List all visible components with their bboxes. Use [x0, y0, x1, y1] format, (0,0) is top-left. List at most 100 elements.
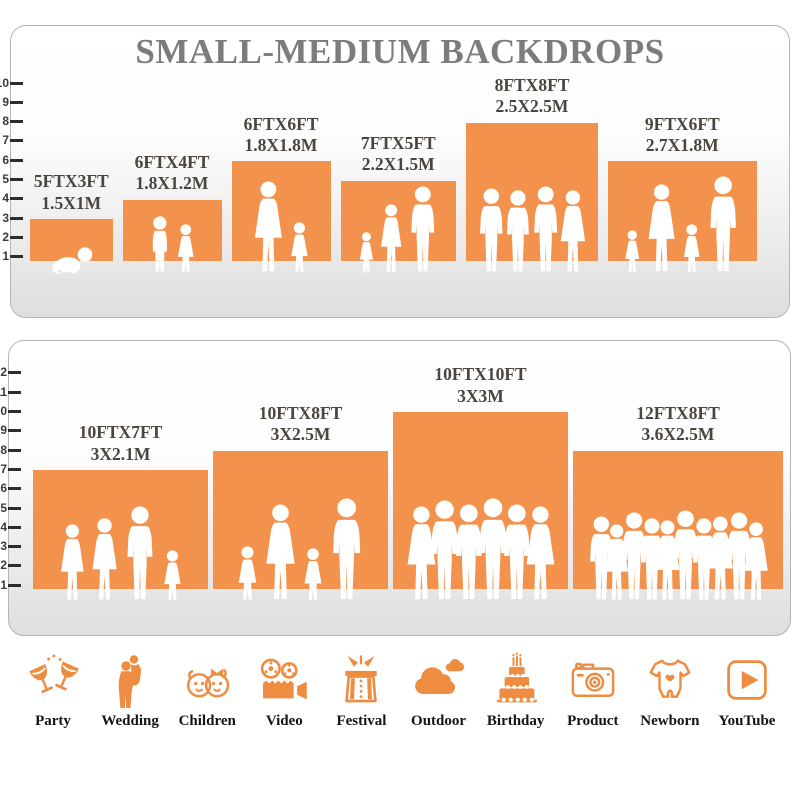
page-title: SMALL-MEDIUM BACKDROPS [135, 32, 665, 71]
birthday-icon [496, 652, 537, 703]
outdoor-icon [414, 658, 464, 695]
girl-silhouette [356, 232, 376, 274]
axis-tick-dash [8, 371, 21, 375]
axis-tick: 7 [0, 461, 21, 476]
video-icon [261, 658, 308, 700]
backdrop-bar: 7FTX5FT 2.2X1.5M [340, 133, 456, 262]
backdrop-size-label: 6FTX4FT 1.8X1.2M [135, 152, 210, 195]
category-item-video: Video [247, 652, 321, 730]
axis-tick-dash [10, 100, 23, 104]
woman-silhouette [87, 518, 121, 602]
backdrop-bar: 10FTX10FT 3X3M [393, 364, 568, 589]
backdrop-size-label: 6FTX6FT 1.8X1.8M [244, 114, 319, 157]
category-label: Festival [336, 713, 387, 729]
axis-tick-dash [8, 506, 21, 510]
size-ft-text: 12FTX8FT [636, 402, 720, 423]
panel-top-size-chart: SMALL-MEDIUM BACKDROPS 1 2 3 4 5 6 7 8 9 10 5FTX3F… [0, 25, 790, 318]
size-ft-text: 5FTX3FT [33, 171, 109, 192]
axis-tick: 2 [0, 231, 23, 243]
axis-tick-number: 7 [0, 461, 7, 476]
backdrop-size-label: 10FTX10FT 3X3M [434, 364, 526, 407]
axis-tick-number: 5 [2, 172, 9, 186]
man-silhouette [121, 506, 159, 602]
axis-tick-number: 3 [0, 539, 7, 554]
axis-tick-number: 12 [0, 365, 7, 380]
size-m-text: 2.7X1.8M [645, 134, 719, 155]
woman-silhouette [261, 504, 300, 602]
axis-tick-dash [8, 467, 21, 471]
axis-tick: 6 [0, 154, 23, 166]
size-m-text: 1.8X1.2M [135, 173, 209, 194]
woman-silhouette [521, 506, 559, 602]
backdrop-bar: 9FTX6FT 2.7X1.8M [608, 114, 757, 261]
boy-silhouette [147, 216, 174, 274]
size-m-text: 3X2.5M [270, 424, 331, 445]
size-ft-text: 7FTX5FT [360, 132, 436, 153]
people-silhouettes [402, 498, 560, 602]
woman-silhouette [250, 181, 287, 274]
backdrop-bar: 10FTX8FT 3X2.5M [213, 403, 388, 589]
axis-tick-dash [10, 120, 23, 124]
axis-tick: 9 [0, 94, 23, 109]
people-silhouettes [584, 510, 772, 602]
axis-tick: 9 [0, 423, 21, 438]
category-label: Video [265, 713, 303, 729]
size-ft-text: 10FTX8FT [258, 402, 343, 423]
category-item-festival: Festival [324, 652, 398, 730]
girl-silhouette [679, 224, 703, 274]
axis-tick-dash [10, 178, 23, 181]
axis-tick: 3 [0, 212, 23, 224]
category-item-party: Party [16, 652, 90, 730]
backdrop-size-label: 5FTX3FT 1.5X1M [34, 171, 109, 214]
category-item-youtube: YouTube [710, 652, 784, 730]
people-silhouettes [474, 186, 590, 274]
axis-tick: 11 [0, 386, 21, 398]
axis-tick-number: 1 [0, 577, 7, 592]
category-label: Birthday [486, 713, 545, 729]
people-silhouettes [356, 186, 440, 274]
woman-silhouette [377, 204, 405, 274]
axis-tick: 6 [0, 481, 21, 496]
people-silhouettes [48, 246, 95, 274]
size-ft-text: 9FTX6FT [644, 113, 720, 134]
people-silhouettes [622, 176, 743, 274]
woman-silhouette [740, 522, 772, 602]
man-silhouette [405, 186, 440, 274]
axis-tick-number: 4 [2, 191, 9, 206]
axis-tick-dash [10, 139, 23, 143]
category-item-outdoor: Outdoor [402, 652, 476, 730]
people-silhouettes [250, 181, 312, 274]
axis-tick: 10 [0, 77, 23, 89]
axis-tick-number: 8 [2, 114, 9, 129]
size-ft-text: 8FTX8FT [494, 74, 570, 95]
category-label: Wedding [101, 713, 159, 729]
category-label: Party [35, 713, 71, 729]
axis-tick-dash [10, 255, 23, 259]
backdrop-bar: 6FTX6FT 1.8X1.8M [231, 114, 331, 261]
people-silhouettes [233, 498, 367, 602]
size-ft-text: 6FTX6FT [243, 113, 319, 134]
size-ft-text: 6FTX4FT [134, 152, 210, 173]
size-m-text: 1.8X1.8M [244, 134, 318, 155]
category-item-newborn: Newborn [633, 652, 707, 730]
axis-tick-number: 6 [0, 481, 7, 496]
axis-tick: 3 [0, 539, 21, 554]
axis-tick-dash [10, 81, 23, 85]
axis-tick-number: 1 [2, 249, 9, 264]
axis-tick-number: 5 [0, 500, 7, 515]
axis-tick-number: 9 [2, 94, 9, 109]
people-silhouettes [56, 506, 184, 602]
axis-tick-dash [8, 448, 21, 452]
axis-tick-dash [10, 197, 23, 201]
backdrop-size-label: 10FTX7FT 3X2.1M [79, 422, 163, 465]
man-silhouette [703, 176, 742, 274]
category-item-children: Children [170, 652, 244, 730]
axis-tick: 4 [0, 521, 21, 533]
size-m-text: 3X3M [457, 385, 504, 406]
category-label: Product [567, 713, 619, 729]
axis-tick-dash [10, 216, 23, 220]
axis-tick-number: 2 [0, 558, 7, 573]
axis-tick-number: 10 [0, 404, 7, 418]
girl-silhouette [287, 222, 312, 274]
axis-tick-number: 9 [0, 423, 7, 438]
